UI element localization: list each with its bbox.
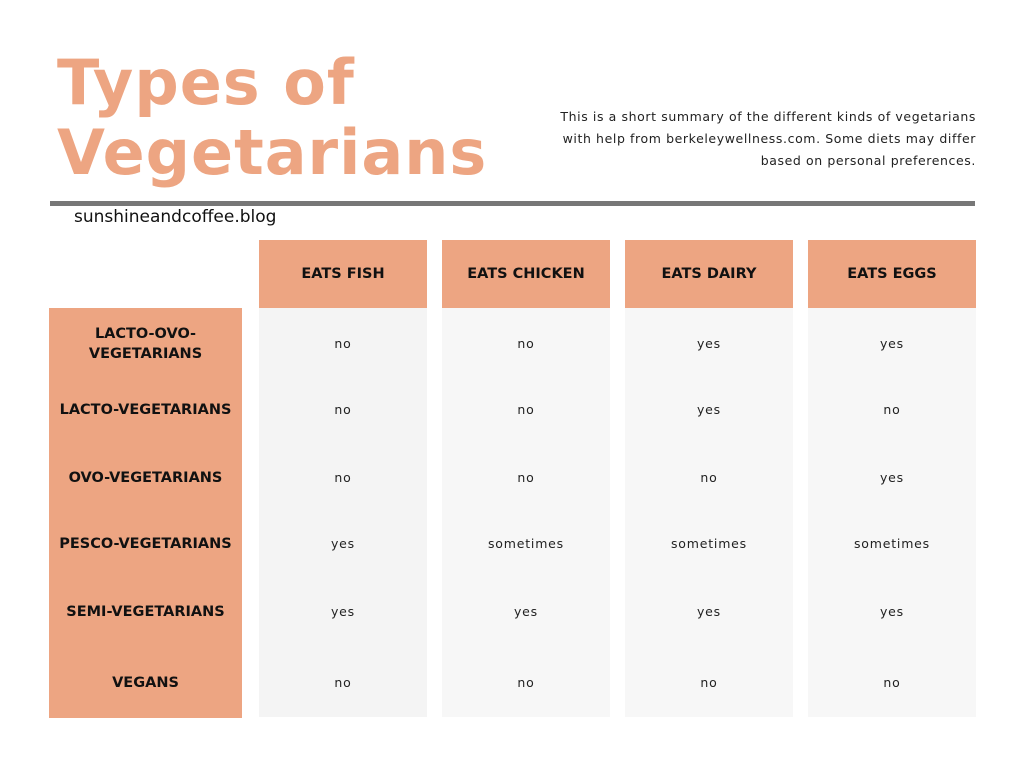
column: EATS FISH no no no yes yes no [259,240,427,717]
table-cell: no [334,336,352,351]
table-cell: no [334,675,352,690]
row-label: LACTO-OVO- VEGETARIANS [88,326,203,362]
blog-credit: sunshineandcoffee.blog [74,207,277,227]
column: EATS EGGS yes no yes sometimes yes no [808,240,976,717]
row-label: SEMI-VEGETARIANS [66,604,225,620]
column-body [442,308,610,717]
column-body [259,308,427,717]
column-body [808,308,976,717]
table-cell: sometimes [671,536,747,551]
table-cell: sometimes [488,536,564,551]
row-label: VEGANS [112,675,179,691]
table-cell: yes [696,402,721,417]
column-header: EATS FISH [259,240,427,308]
table-cell: yes [696,336,721,351]
row-label: LACTO-VEGETARIANS [59,402,232,418]
column-header: EATS EGGS [808,240,976,308]
table-cell: yes [879,336,904,351]
column-body [625,308,793,717]
column-header: EATS DAIRY [625,240,793,308]
table-cell: sometimes [854,536,930,551]
table-cell: no [700,470,718,485]
table-cell: yes [696,604,721,619]
column: EATS DAIRY yes yes no sometimes yes no [625,240,793,717]
table-cell: no [334,470,352,485]
table-cell: no [334,402,352,417]
table-cell: no [517,336,535,351]
column-header: EATS CHICKEN [442,240,610,308]
table-cell: yes [330,604,355,619]
divider [50,201,975,206]
table-cell: no [517,402,535,417]
title-line-1: Types of [57,46,355,119]
row-label: OVO-VEGETARIANS [68,470,223,486]
table-cell: no [883,675,901,690]
row-label: PESCO-VEGETARIANS [59,536,232,552]
table-cell: no [883,402,901,417]
table-cell: yes [330,536,355,551]
summary-text: This is a short summary of the different… [560,109,976,168]
table-cell: yes [513,604,538,619]
title-line-2: Vegetarians [57,116,488,189]
table-cell: no [517,470,535,485]
table-cell: no [517,675,535,690]
table-cell: yes [879,470,904,485]
column: EATS CHICKEN no no no sometimes yes no [442,240,610,717]
table-cell: yes [879,604,904,619]
table-cell: no [700,675,718,690]
row-labels: LACTO-OVO- VEGETARIANS LACTO-VEGETARIANS OV… [49,308,242,718]
